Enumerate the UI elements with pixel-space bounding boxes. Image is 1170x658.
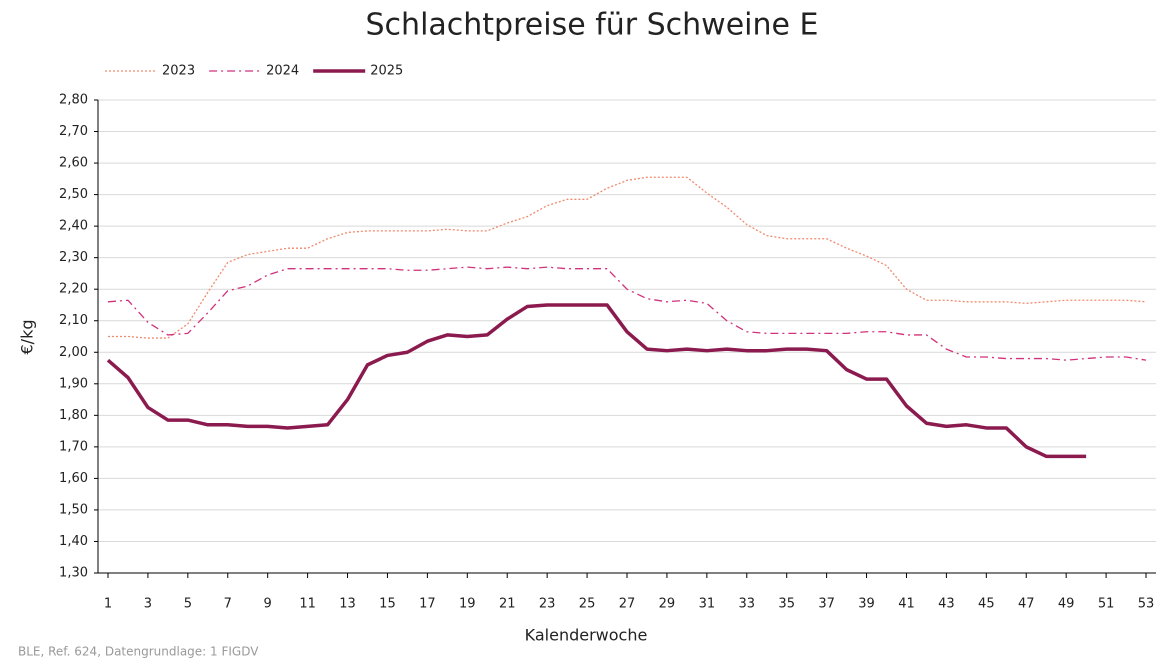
x-tick-label: 21 bbox=[499, 597, 516, 612]
y-tick-label: 2,30 bbox=[59, 250, 88, 265]
x-tick-label: 17 bbox=[419, 597, 436, 612]
x-tick-label: 49 bbox=[1058, 597, 1075, 612]
x-tick-label: 41 bbox=[898, 597, 915, 612]
x-tick-label: 27 bbox=[619, 597, 636, 612]
y-tick-label: 1,60 bbox=[59, 471, 88, 486]
y-tick-label: 1,80 bbox=[59, 408, 88, 423]
x-tick-label: 11 bbox=[299, 597, 316, 612]
y-tick-label: 1,70 bbox=[59, 439, 88, 454]
source-note: BLE, Ref. 624, Datengrundlage: 1 FIGDV bbox=[18, 645, 259, 658]
x-tick-label: 13 bbox=[339, 597, 356, 612]
x-tick-label: 31 bbox=[699, 597, 716, 612]
x-tick-label: 37 bbox=[818, 597, 835, 612]
legend-label: 2023 bbox=[162, 64, 195, 79]
y-tick-label: 1,90 bbox=[59, 376, 88, 391]
x-axis-label: Kalenderwoche bbox=[525, 626, 648, 645]
x-tick-label: 25 bbox=[579, 597, 596, 612]
y-tick-label: 1,30 bbox=[59, 566, 88, 581]
chart-title: Schlachtpreise für Schweine E bbox=[366, 8, 819, 43]
x-tick-label: 15 bbox=[379, 597, 396, 612]
y-tick-label: 2,60 bbox=[59, 156, 88, 171]
y-tick-label: 1,40 bbox=[59, 534, 88, 549]
series-line bbox=[106, 303, 1087, 459]
y-axis-label: €/kg bbox=[18, 320, 37, 355]
x-tick-label: 1 bbox=[104, 597, 112, 612]
x-tick-label: 35 bbox=[778, 597, 795, 612]
x-tick-label: 51 bbox=[1098, 597, 1115, 612]
y-tick-label: 2,50 bbox=[59, 187, 88, 202]
x-tick-label: 43 bbox=[938, 597, 955, 612]
y-tick-label: 1,50 bbox=[59, 502, 88, 517]
x-tick-label: 33 bbox=[739, 597, 756, 612]
x-tick-label: 29 bbox=[659, 597, 676, 612]
x-tick-label: 7 bbox=[224, 597, 232, 612]
legend-label: 2024 bbox=[266, 64, 299, 79]
y-tick-label: 2,00 bbox=[59, 345, 88, 360]
y-tick-label: 2,20 bbox=[59, 282, 88, 297]
y-tick-label: 2,70 bbox=[59, 124, 88, 139]
y-tick-label: 2,10 bbox=[59, 313, 88, 328]
x-tick-label: 9 bbox=[264, 597, 272, 612]
x-tick-label: 39 bbox=[858, 597, 875, 612]
x-tick-label: 19 bbox=[459, 597, 476, 612]
series-line bbox=[107, 176, 1147, 339]
x-tick-label: 45 bbox=[978, 597, 995, 612]
x-tick-label: 3 bbox=[144, 597, 152, 612]
series-line bbox=[107, 266, 1147, 361]
x-tick-label: 23 bbox=[539, 597, 556, 612]
x-tick-label: 47 bbox=[1018, 597, 1035, 612]
y-tick-label: 2,40 bbox=[59, 219, 88, 234]
x-tick-label: 53 bbox=[1138, 597, 1155, 612]
legend-label: 2025 bbox=[370, 64, 403, 79]
y-tick-label: 2,80 bbox=[59, 93, 88, 108]
x-tick-label: 5 bbox=[184, 597, 192, 612]
